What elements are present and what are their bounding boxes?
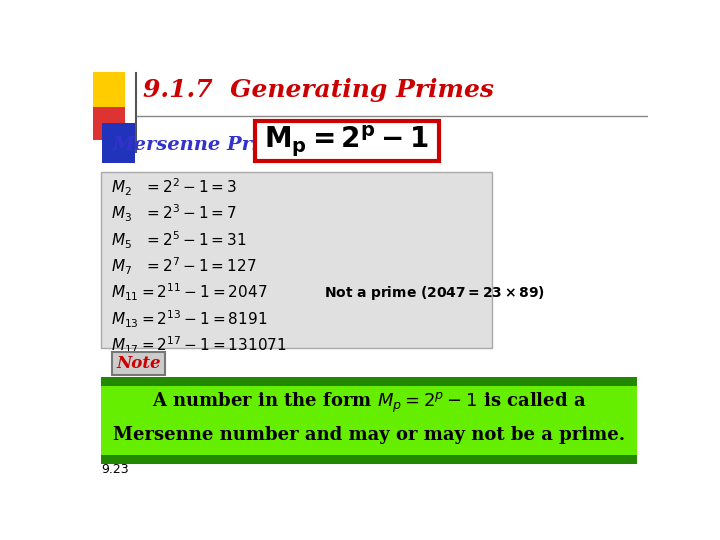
Bar [112, 352, 166, 375]
Text: Mersenne Primes: Mersenne Primes [112, 136, 304, 154]
Text: 9.23: 9.23 [101, 463, 129, 476]
Text: Note: Note [117, 355, 161, 372]
Bar [101, 377, 636, 386]
Text: $M_3 \;\;\; = 2^3 - 1 = 7$: $M_3 \;\;\; = 2^3 - 1 = 7$ [111, 203, 238, 225]
Text: $M_{11} = 2^{11} - 1 = 2047$: $M_{11} = 2^{11} - 1 = 2047$ [111, 282, 268, 303]
Bar [255, 122, 438, 161]
Text: A number in the form $M_p = 2^p - 1$ is called a: A number in the form $M_p = 2^p - 1$ is … [152, 391, 586, 415]
Text: 9.1.7  Generating Primes: 9.1.7 Generating Primes [143, 78, 494, 102]
Bar [101, 455, 636, 464]
Text: $M_{13} = 2^{13} - 1 = 8191$: $M_{13} = 2^{13} - 1 = 8191$ [111, 308, 268, 330]
Bar [93, 107, 125, 140]
Text: $\mathbf{Not\ a\ prime\ (2047 = 23 \times 89)}$: $\mathbf{Not\ a\ prime\ (2047 = 23 \time… [324, 284, 545, 302]
Text: Mersenne number and may or may not be a prime.: Mersenne number and may or may not be a … [113, 426, 625, 444]
Bar [101, 172, 492, 348]
Text: $M_5 \;\;\; = 2^5 - 1 = 31$: $M_5 \;\;\; = 2^5 - 1 = 31$ [111, 230, 247, 251]
Text: $\mathbf{M_p = 2^p - 1}$: $\mathbf{M_p = 2^p - 1}$ [264, 124, 429, 159]
Text: $M_2 \;\;\; = 2^2 - 1 = 3$: $M_2 \;\;\; = 2^2 - 1 = 3$ [111, 177, 238, 198]
Text: $M_{17} = 2^{17} - 1 = 131071$: $M_{17} = 2^{17} - 1 = 131071$ [111, 335, 287, 356]
Bar [93, 72, 125, 109]
Bar [102, 123, 135, 163]
Text: $M_7 \;\;\; = 2^7 - 1 = 127$: $M_7 \;\;\; = 2^7 - 1 = 127$ [111, 256, 257, 277]
Bar [101, 386, 636, 455]
